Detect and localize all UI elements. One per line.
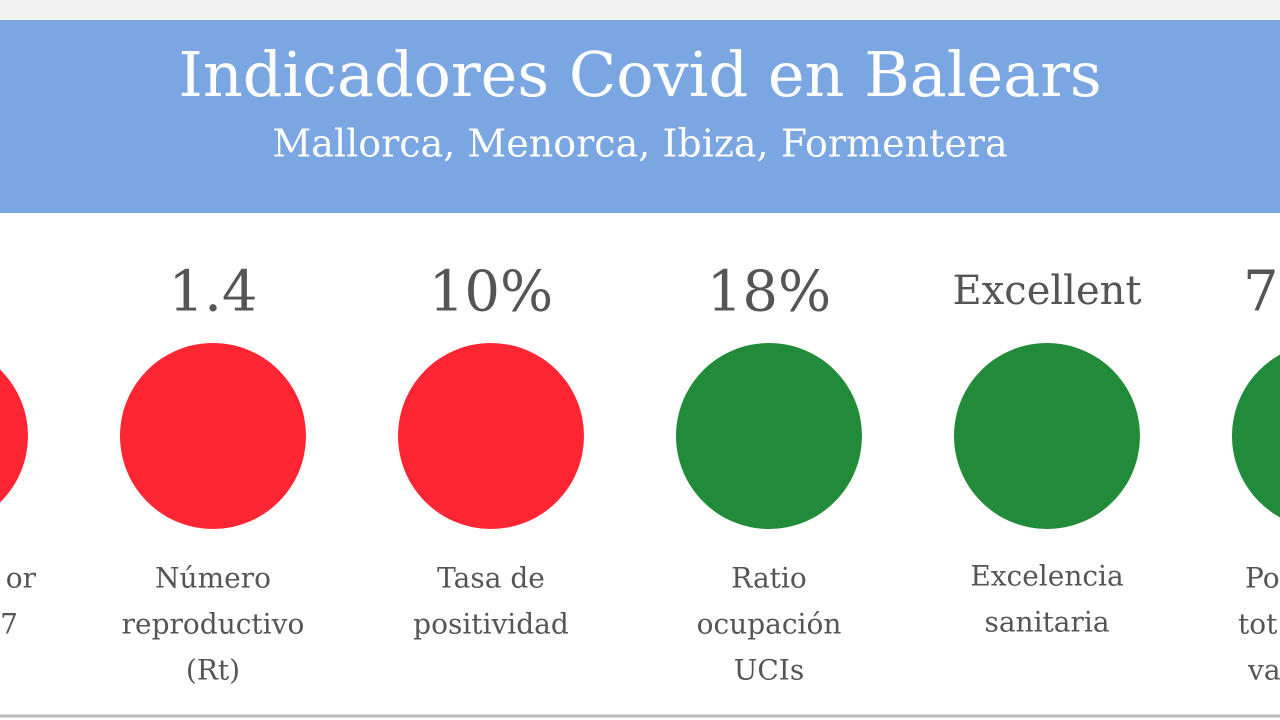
top-strip <box>0 0 1280 20</box>
indicator-label: positividad <box>413 608 569 641</box>
status-circle <box>120 343 306 529</box>
indicator-label: Tasa de <box>437 562 545 595</box>
title: Indicadores Covid en Balears <box>178 38 1101 111</box>
indicator-label: Número <box>155 562 271 595</box>
indicator-label: or <box>6 562 37 595</box>
indicator-value: Excellent <box>953 268 1142 314</box>
indicator-label: va <box>1247 654 1280 687</box>
indicator-label: reproductivo <box>122 608 305 641</box>
status-circle <box>954 343 1140 529</box>
indicator-label: Excelencia <box>970 560 1123 593</box>
status-circle <box>1232 354 1280 518</box>
indicator-value: 18% <box>707 260 831 325</box>
indicator-label: tot <box>1238 608 1278 641</box>
indicator-value: 10% <box>429 260 553 325</box>
indicator-label: sanitaria <box>984 606 1109 639</box>
indicator-label: 7 <box>0 608 18 641</box>
status-circle <box>0 369 28 503</box>
indicator-value: 73 <box>1243 260 1280 325</box>
indicator-label: ocupación <box>697 608 842 641</box>
status-circle <box>676 343 862 529</box>
indicator-label: UCIs <box>734 654 804 687</box>
header-banner <box>0 20 1280 213</box>
status-circle <box>398 343 584 529</box>
subtitle: Mallorca, Menorca, Ibiza, Formentera <box>272 122 1007 166</box>
indicator-value: 1.4 <box>168 260 257 325</box>
indicator-label: Ratio <box>731 562 806 595</box>
indicator-label: (Rt) <box>186 654 240 687</box>
indicator-label: Po <box>1245 562 1280 595</box>
